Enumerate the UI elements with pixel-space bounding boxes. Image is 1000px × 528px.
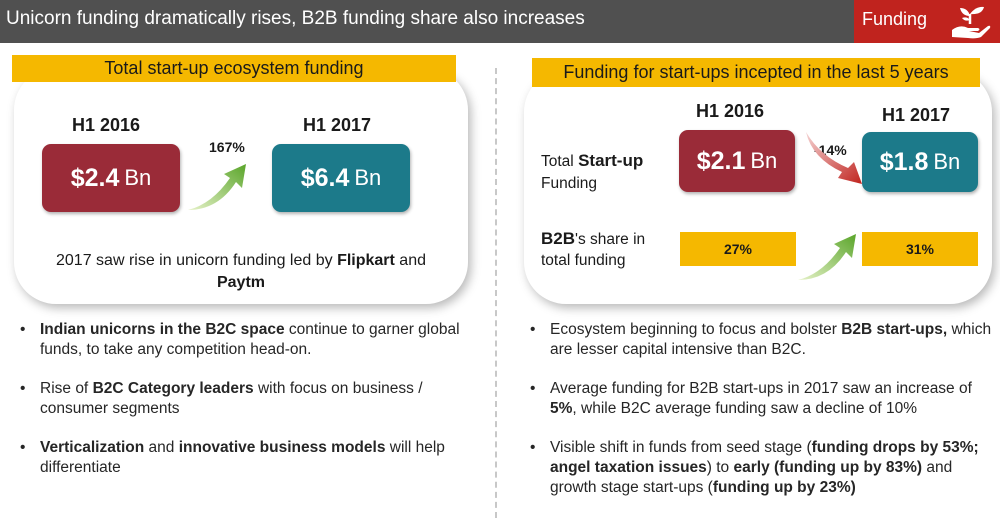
list-item: Indian unicorns in the B2C space continu… <box>16 320 476 360</box>
bullet-text: , while B2C average funding saw a declin… <box>572 400 918 417</box>
bullet-text: Visible shift in funds from seed stage ( <box>550 439 812 456</box>
bullet-bold: funding up by 23%) <box>712 479 856 496</box>
left-bullet-list: Indian unicorns in the B2C space continu… <box>16 320 476 497</box>
list-item: Ecosystem beginning to focus and bolster… <box>526 320 992 360</box>
share-2016-box: 27% <box>680 232 796 266</box>
page-title: Unicorn funding dramatically rises, B2B … <box>6 8 585 29</box>
bullet-bold: early (funding up by 83%) <box>733 459 923 476</box>
bullet-text: Ecosystem beginning to focus and bolster <box>550 321 842 338</box>
caption-paytm: Paytm <box>216 274 266 291</box>
up-arrow-icon <box>184 160 250 219</box>
caption-flipkart: Flipkart <box>337 252 395 269</box>
right-bullet-list: Ecosystem beginning to focus and bolster… <box>526 320 992 517</box>
right-value-2016: $2.1 <box>696 146 746 175</box>
list-item: Verticalization and innovative business … <box>16 438 476 478</box>
list-item: Visible shift in funds from seed stage (… <box>526 438 992 498</box>
right-label-2017: H1 2017 <box>882 105 951 125</box>
row-label-bold: B2B <box>541 229 576 248</box>
row-label-b2b-share: B2B's share in total funding <box>541 228 645 271</box>
bullet-text: with focus on business / consumer segmen… <box>40 380 423 417</box>
bullet-bold: Indian unicorns in the B2C space <box>40 321 285 338</box>
row-label-text: Funding <box>541 175 598 192</box>
bullet-bold: Verticalization <box>40 439 145 456</box>
bullet-bold: 5% <box>550 400 573 417</box>
left-unit-2016: Bn <box>124 165 152 190</box>
left-label-2017: H1 2017 <box>303 115 372 135</box>
bullet-bold: B2C Category leaders <box>92 380 254 397</box>
bullet-bold: innovative business models <box>178 439 386 456</box>
section-tag: Funding <box>854 0 1000 43</box>
right-unit-2016: Bn <box>750 148 778 173</box>
list-item: Rise of B2C Category leaders with focus … <box>16 379 476 419</box>
left-value-2017-box: $6.4 Bn <box>272 144 410 212</box>
row-label-text: 's share in <box>575 231 646 248</box>
list-item: Average funding for B2B start-ups in 201… <box>526 379 992 419</box>
bullet-text: Rise of <box>40 380 93 397</box>
left-value-2016-box: $2.4 Bn <box>42 144 180 212</box>
right-label-2016: H1 2016 <box>696 101 765 121</box>
left-banner: Total start-up ecosystem funding <box>12 55 456 82</box>
caption-text: 2017 saw rise in unicorn funding led by <box>56 252 338 269</box>
down-arrow-icon <box>802 128 866 197</box>
bullet-text: and <box>144 439 179 456</box>
left-label-2016: H1 2016 <box>72 115 141 135</box>
left-growth-label: 167% <box>209 139 245 155</box>
bullet-text: ) to <box>706 459 734 476</box>
bullet-text: will help differentiate <box>40 439 445 476</box>
left-unit-2017: Bn <box>354 165 382 190</box>
right-value-2016-box: $2.1 Bn <box>679 130 795 192</box>
caption-and: and <box>394 252 426 269</box>
share-2016: 27% <box>723 241 753 257</box>
left-value-2016: $2.4 <box>70 163 120 192</box>
up-arrow-icon <box>794 228 860 289</box>
share-2017: 31% <box>905 241 935 257</box>
right-banner: Funding for start-ups incepted in the la… <box>532 58 980 87</box>
right-value-2017: $1.8 <box>879 147 929 176</box>
right-unit-2017: Bn <box>933 149 961 174</box>
right-value-2017-box: $1.8 Bn <box>862 132 978 192</box>
bullet-bold: B2B start-ups, <box>841 321 948 338</box>
left-caption: 2017 saw rise in unicorn funding led by … <box>28 250 454 294</box>
column-divider <box>495 68 497 518</box>
bullet-text: continue to garner global funds, to take… <box>40 321 460 358</box>
bullet-text: and growth stage start-ups ( <box>550 459 953 496</box>
bullet-text: Average funding for B2B start-ups in 201… <box>550 380 972 397</box>
hand-plant-icon <box>948 2 992 45</box>
share-2017-box: 31% <box>862 232 978 266</box>
row-label-total-funding: Total Start-up Funding <box>541 150 643 195</box>
row-label-text: total funding <box>541 252 626 269</box>
left-value-2017: $6.4 <box>300 163 350 192</box>
row-label-bold: Start-up <box>578 151 644 170</box>
row-label-text: Total <box>541 153 579 170</box>
bullet-bold: funding drops by 53%; angel taxation iss… <box>550 439 979 476</box>
bullet-text: which are lesser capital intensive than … <box>550 321 992 358</box>
header-bar: Unicorn funding dramatically rises, B2B … <box>0 0 1000 43</box>
section-tag-label: Funding <box>862 9 928 29</box>
